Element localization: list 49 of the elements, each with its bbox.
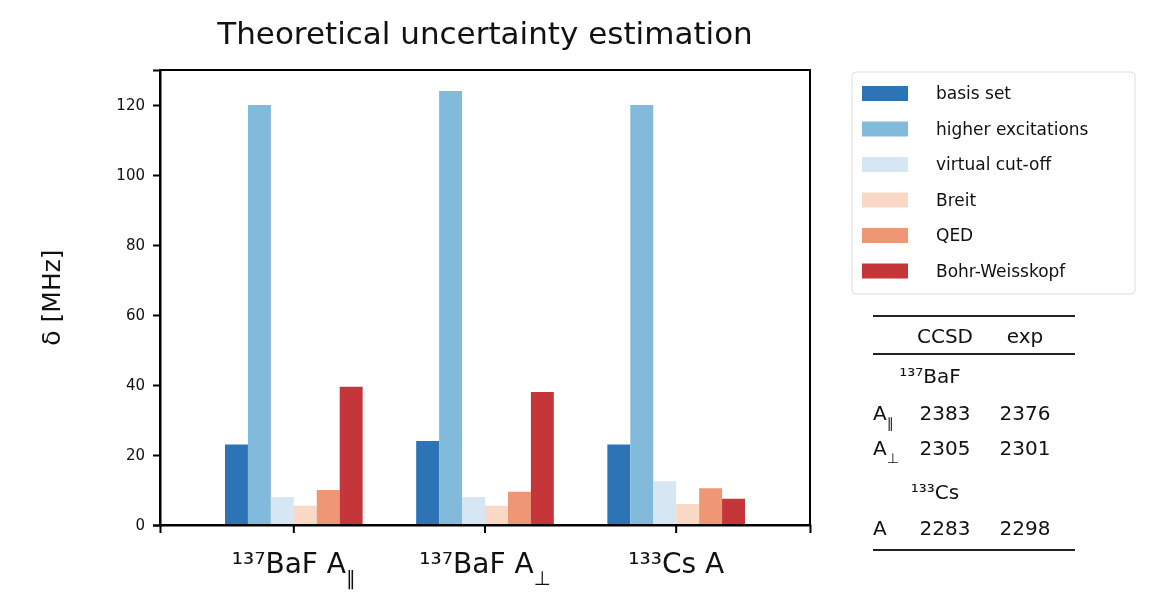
bar [293,505,317,525]
text: A [873,516,887,540]
text: ¹³⁷BaF [899,364,961,388]
text: 2298 [999,516,1051,540]
bar [247,105,271,525]
text: exp [1006,324,1044,348]
y-tick-label: 120 [116,96,145,115]
bar [676,504,700,525]
bar [607,444,631,525]
bar [653,481,677,525]
bar [416,441,440,525]
bar [316,490,340,525]
bar [225,444,248,525]
legend-label: Breit [936,189,977,210]
bar [699,488,723,525]
y-tick-label: 60 [125,306,145,325]
y-axis-title: δ [MHz] [37,249,66,346]
bar [270,497,294,525]
legend-label: higher excitations [936,118,1089,139]
bar [722,498,745,525]
bar [485,505,508,525]
text: CCSD [916,324,974,348]
legend-label: Bohr-Weisskopf [936,260,1067,281]
text: 2383 [919,401,971,425]
bar [630,105,654,525]
text: 2283 [919,516,971,540]
text: A$_{∥}$ [873,401,894,431]
legend-label: QED [936,225,974,245]
y-tick-label: 0 [135,516,145,535]
bar [339,386,363,525]
text: ¹³³Cs [910,480,960,504]
y-tick-label: 40 [125,376,145,395]
x-tick-label: ¹³⁷BaF A$_{∥}$ [231,547,356,590]
text: A$_{⊥}$ [873,436,899,466]
x-tick-label: ¹³⁷BaF A$_{⊥}$ [419,547,551,590]
legend-label: basis set [936,83,1012,103]
bar [530,392,554,525]
bar [439,91,463,525]
bar [462,497,485,525]
text: 2376 [999,401,1051,425]
text: 2305 [919,436,971,460]
text: 2301 [999,436,1051,460]
y-tick-label: 100 [116,166,145,185]
x-tick-label: ¹³³Cs A [628,547,725,580]
bar [507,491,531,525]
legend-label: virtual cut-off [936,154,1053,174]
chart-title: Theoretical uncertainty estimation [216,15,753,51]
y-tick-label: 80 [125,236,145,255]
y-tick-label: 20 [125,446,145,465]
